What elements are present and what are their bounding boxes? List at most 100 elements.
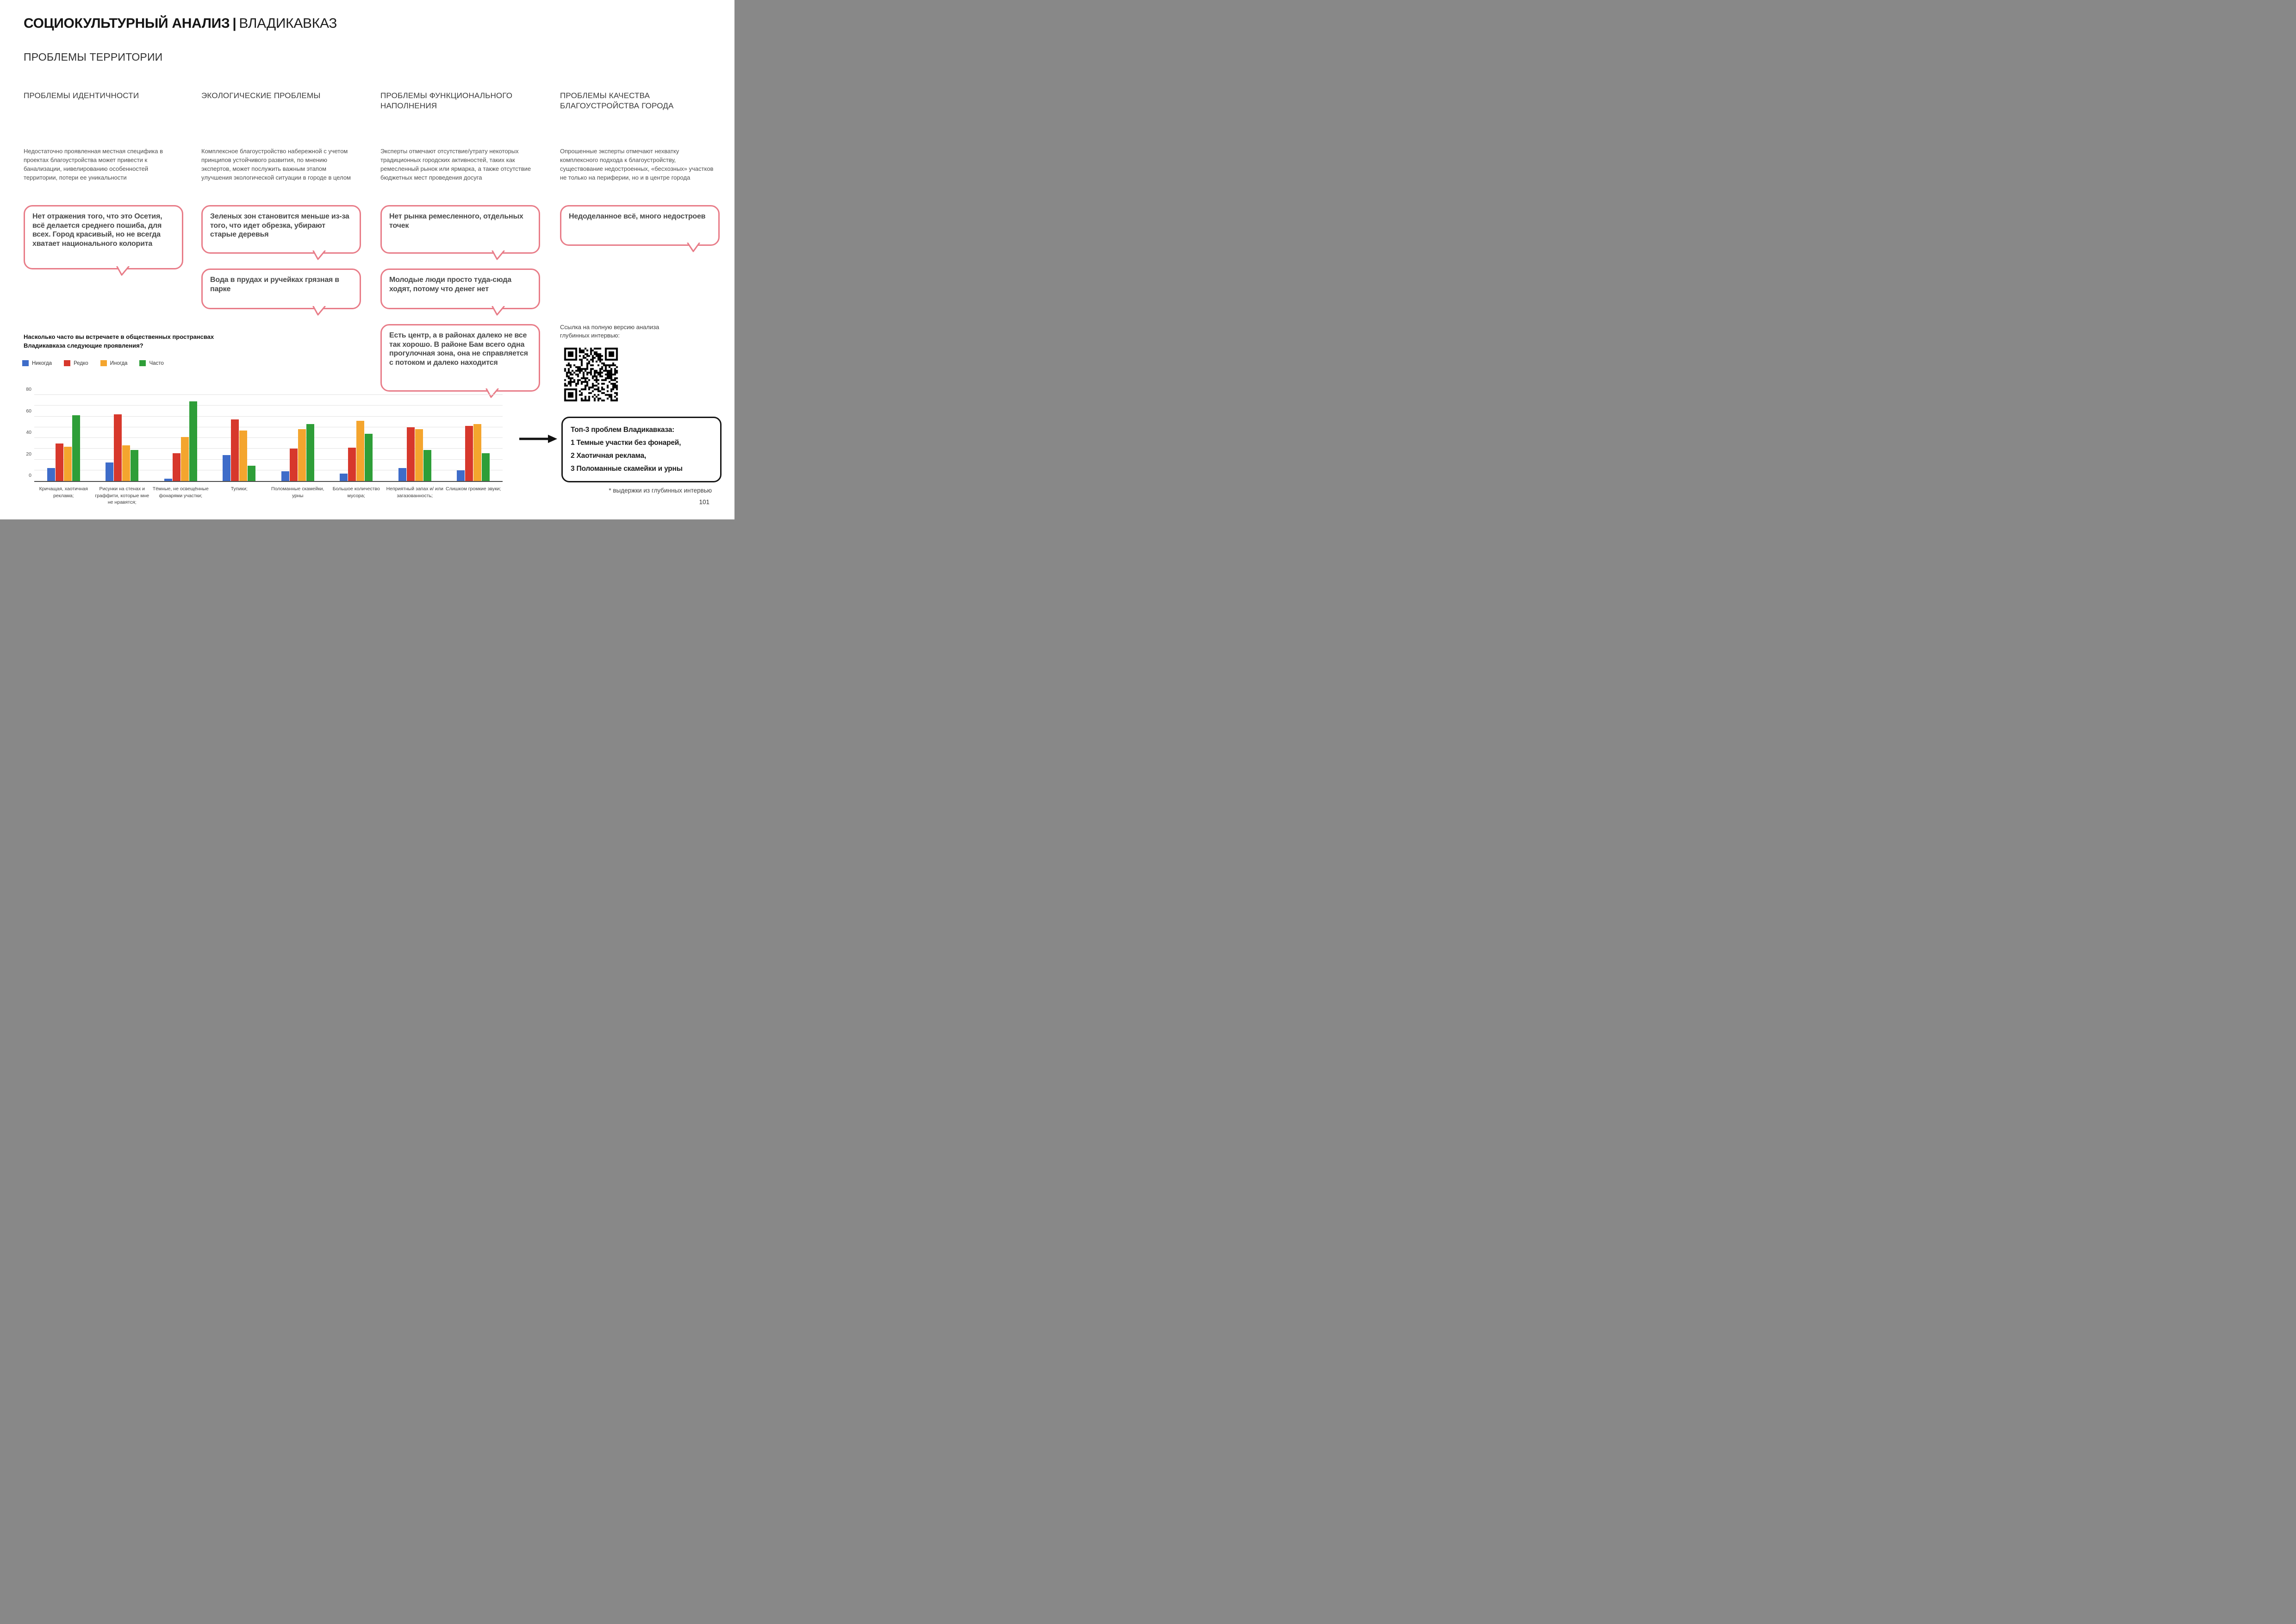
bar-Редко bbox=[55, 443, 63, 481]
legend-label: Часто bbox=[149, 360, 164, 366]
top3-item-3: 3 Поломанные скамейки и урны bbox=[571, 464, 683, 473]
bar-Никогда bbox=[457, 470, 465, 481]
top3-item-1: 1 Темные участки без фонарей, bbox=[571, 438, 681, 447]
x-axis-tick-label: Тупики; bbox=[230, 486, 248, 492]
gridline bbox=[34, 394, 503, 395]
title-separator: | bbox=[232, 16, 236, 31]
quote-bubble: Есть центр, а в районах далеко не все та… bbox=[380, 324, 540, 398]
legend-label: Иногда bbox=[110, 360, 128, 366]
column-heading-identity: ПРОБЛЕМЫ ИДЕНТИЧНОСТИ bbox=[24, 91, 139, 100]
bar-Часто bbox=[189, 401, 197, 481]
chart-legend: Никогда Редко Иногда Часто bbox=[22, 360, 164, 366]
qr-code bbox=[561, 344, 621, 405]
chart-plot-area: 0 20 40 60 80 bbox=[26, 387, 503, 482]
x-axis-tick-label: Поломанные скамейки, урны bbox=[271, 486, 324, 499]
legend-item: Иногда bbox=[100, 360, 128, 366]
y-axis-tick-label: 20 bbox=[26, 451, 31, 457]
bar-group bbox=[34, 395, 93, 481]
chart-title: Насколько часто вы встречаете в обществе… bbox=[24, 333, 214, 349]
column-body-identity: Недостаточно проявленная местная специфи… bbox=[24, 148, 163, 181]
y-axis-tick-label: 80 bbox=[26, 387, 31, 392]
quote-text: Молодые люди просто туда-сюда ходят, пот… bbox=[389, 276, 511, 293]
bubble-tail-icon bbox=[492, 250, 505, 260]
bar-Часто bbox=[72, 415, 80, 481]
bar-Часто bbox=[482, 453, 490, 481]
x-axis-tick-label: Тёмные, не освещённые фонарями участки; bbox=[152, 486, 209, 499]
bubble-tail-icon bbox=[485, 388, 499, 398]
quote-bubble: Вода в прудах и ручейках грязная в парке bbox=[201, 269, 361, 316]
column-heading-ecology: ЭКОЛОГИЧЕСКИЕ ПРОБЛЕМЫ bbox=[201, 91, 321, 100]
gridline bbox=[34, 448, 503, 449]
x-axis-tick-label: Слишком громкие звуки; bbox=[446, 486, 501, 492]
x-axis-tick-label: Неприятный запах и/ или загазованность; bbox=[386, 486, 443, 499]
bar-Никогда bbox=[223, 455, 231, 481]
top3-item-2: 2 Хаотичная реклама, bbox=[571, 451, 647, 460]
section-subtitle: ПРОБЛЕМЫ ТЕРРИТОРИИ bbox=[24, 51, 163, 63]
bubble-tail-icon bbox=[116, 266, 130, 276]
column-heading-functional: ПРОБЛЕМЫ ФУНКЦИОНАЛЬНОГО НАПОЛНЕНИЯ bbox=[380, 91, 513, 111]
quote-bubble: Зеленых зон становится меньше из-за того… bbox=[201, 205, 361, 260]
bar-Иногда bbox=[473, 424, 482, 481]
slide-page: СОЦИОКУЛЬТУРНЫЙ АНАЛИЗ | ВЛАДИКАВКАЗ ПРОБЛ… bbox=[0, 0, 734, 519]
top3-title: Топ-3 проблем Владикавказа: bbox=[571, 426, 675, 434]
legend-item: Часто bbox=[139, 360, 164, 366]
legend-label: Редко bbox=[74, 360, 88, 366]
quote-text: Недоделанное всё, много недостроев bbox=[569, 212, 706, 220]
bar-Часто bbox=[365, 434, 373, 481]
bar-Часто bbox=[423, 450, 431, 481]
x-axis-tick-label: Рисунки на стенах и граффити, которые мн… bbox=[95, 486, 149, 506]
legend-item: Никогда bbox=[22, 360, 52, 366]
gridline bbox=[34, 405, 503, 406]
bar-group bbox=[93, 395, 152, 481]
bar-group bbox=[386, 395, 444, 481]
x-axis-tick-label: Большое количество мусора; bbox=[332, 486, 380, 499]
top3-problems-box: Топ-3 проблем Владикавказа: 1 Темные уча… bbox=[561, 417, 722, 482]
bar-Никогда bbox=[398, 468, 406, 481]
gridline bbox=[34, 459, 503, 460]
x-axis-tick-label: Кричащая, хаотичная реклама; bbox=[39, 486, 88, 499]
bubble-tail-icon bbox=[687, 243, 700, 252]
bar-Часто bbox=[131, 450, 139, 481]
bubble-tail-icon bbox=[492, 306, 505, 316]
bar-chart: 0 20 40 60 80 Кричащая, хаотичная реклама; Ри… bbox=[24, 387, 507, 509]
bar-group bbox=[210, 395, 269, 481]
bar-Иногда bbox=[415, 429, 423, 481]
quote-bubble: Недоделанное всё, много недостроев bbox=[560, 205, 720, 252]
bar-Часто bbox=[248, 466, 256, 481]
legend-item: Редко bbox=[64, 360, 88, 366]
bar-Редко bbox=[348, 448, 356, 481]
bar-Редко bbox=[289, 449, 298, 481]
title-bold: СОЦИОКУЛЬТУРНЫЙ АНАЛИЗ bbox=[24, 16, 230, 31]
quote-text: Нет отражения того, что это Осетия, всё … bbox=[32, 212, 162, 248]
bubble-tail-icon bbox=[312, 306, 326, 316]
gridline bbox=[34, 437, 503, 438]
legend-swatch-icon bbox=[100, 360, 107, 366]
bar-Часто bbox=[306, 424, 314, 481]
bar-Редко bbox=[114, 414, 122, 481]
bar-Иногда bbox=[63, 447, 72, 481]
bar-Иногда bbox=[356, 421, 365, 481]
gridline bbox=[34, 416, 503, 417]
quote-bubble: Молодые люди просто туда-сюда ходят, пот… bbox=[380, 269, 540, 316]
column-heading-quality: ПРОБЛЕМЫ КАЧЕСТВА БЛАГОУСТРОЙСТВА ГОРОДА bbox=[560, 91, 674, 111]
bar-Редко bbox=[465, 426, 473, 481]
bar-group bbox=[268, 395, 327, 481]
bar-Никогда bbox=[164, 479, 172, 481]
bar-Редко bbox=[172, 453, 180, 481]
bar-Никогда bbox=[106, 462, 114, 481]
legend-swatch-icon bbox=[139, 360, 146, 366]
bar-Иногда bbox=[180, 437, 189, 481]
y-axis-tick-label: 60 bbox=[26, 408, 31, 414]
arrow-right-icon bbox=[519, 435, 557, 443]
bar-Редко bbox=[231, 419, 239, 481]
page-number: 101 bbox=[699, 499, 709, 506]
bubble-tail-icon bbox=[312, 250, 326, 260]
bar-group bbox=[327, 395, 386, 481]
quote-text: Нет рынка ремесленного, отдельных точек bbox=[389, 212, 523, 230]
y-axis-tick-label: 40 bbox=[26, 430, 31, 435]
quote-bubble: Нет отражения того, что это Осетия, всё … bbox=[24, 205, 183, 276]
legend-swatch-icon bbox=[64, 360, 71, 366]
legend-label: Никогда bbox=[32, 360, 52, 366]
bar-Никогда bbox=[340, 474, 348, 481]
bar-Иногда bbox=[122, 445, 131, 481]
